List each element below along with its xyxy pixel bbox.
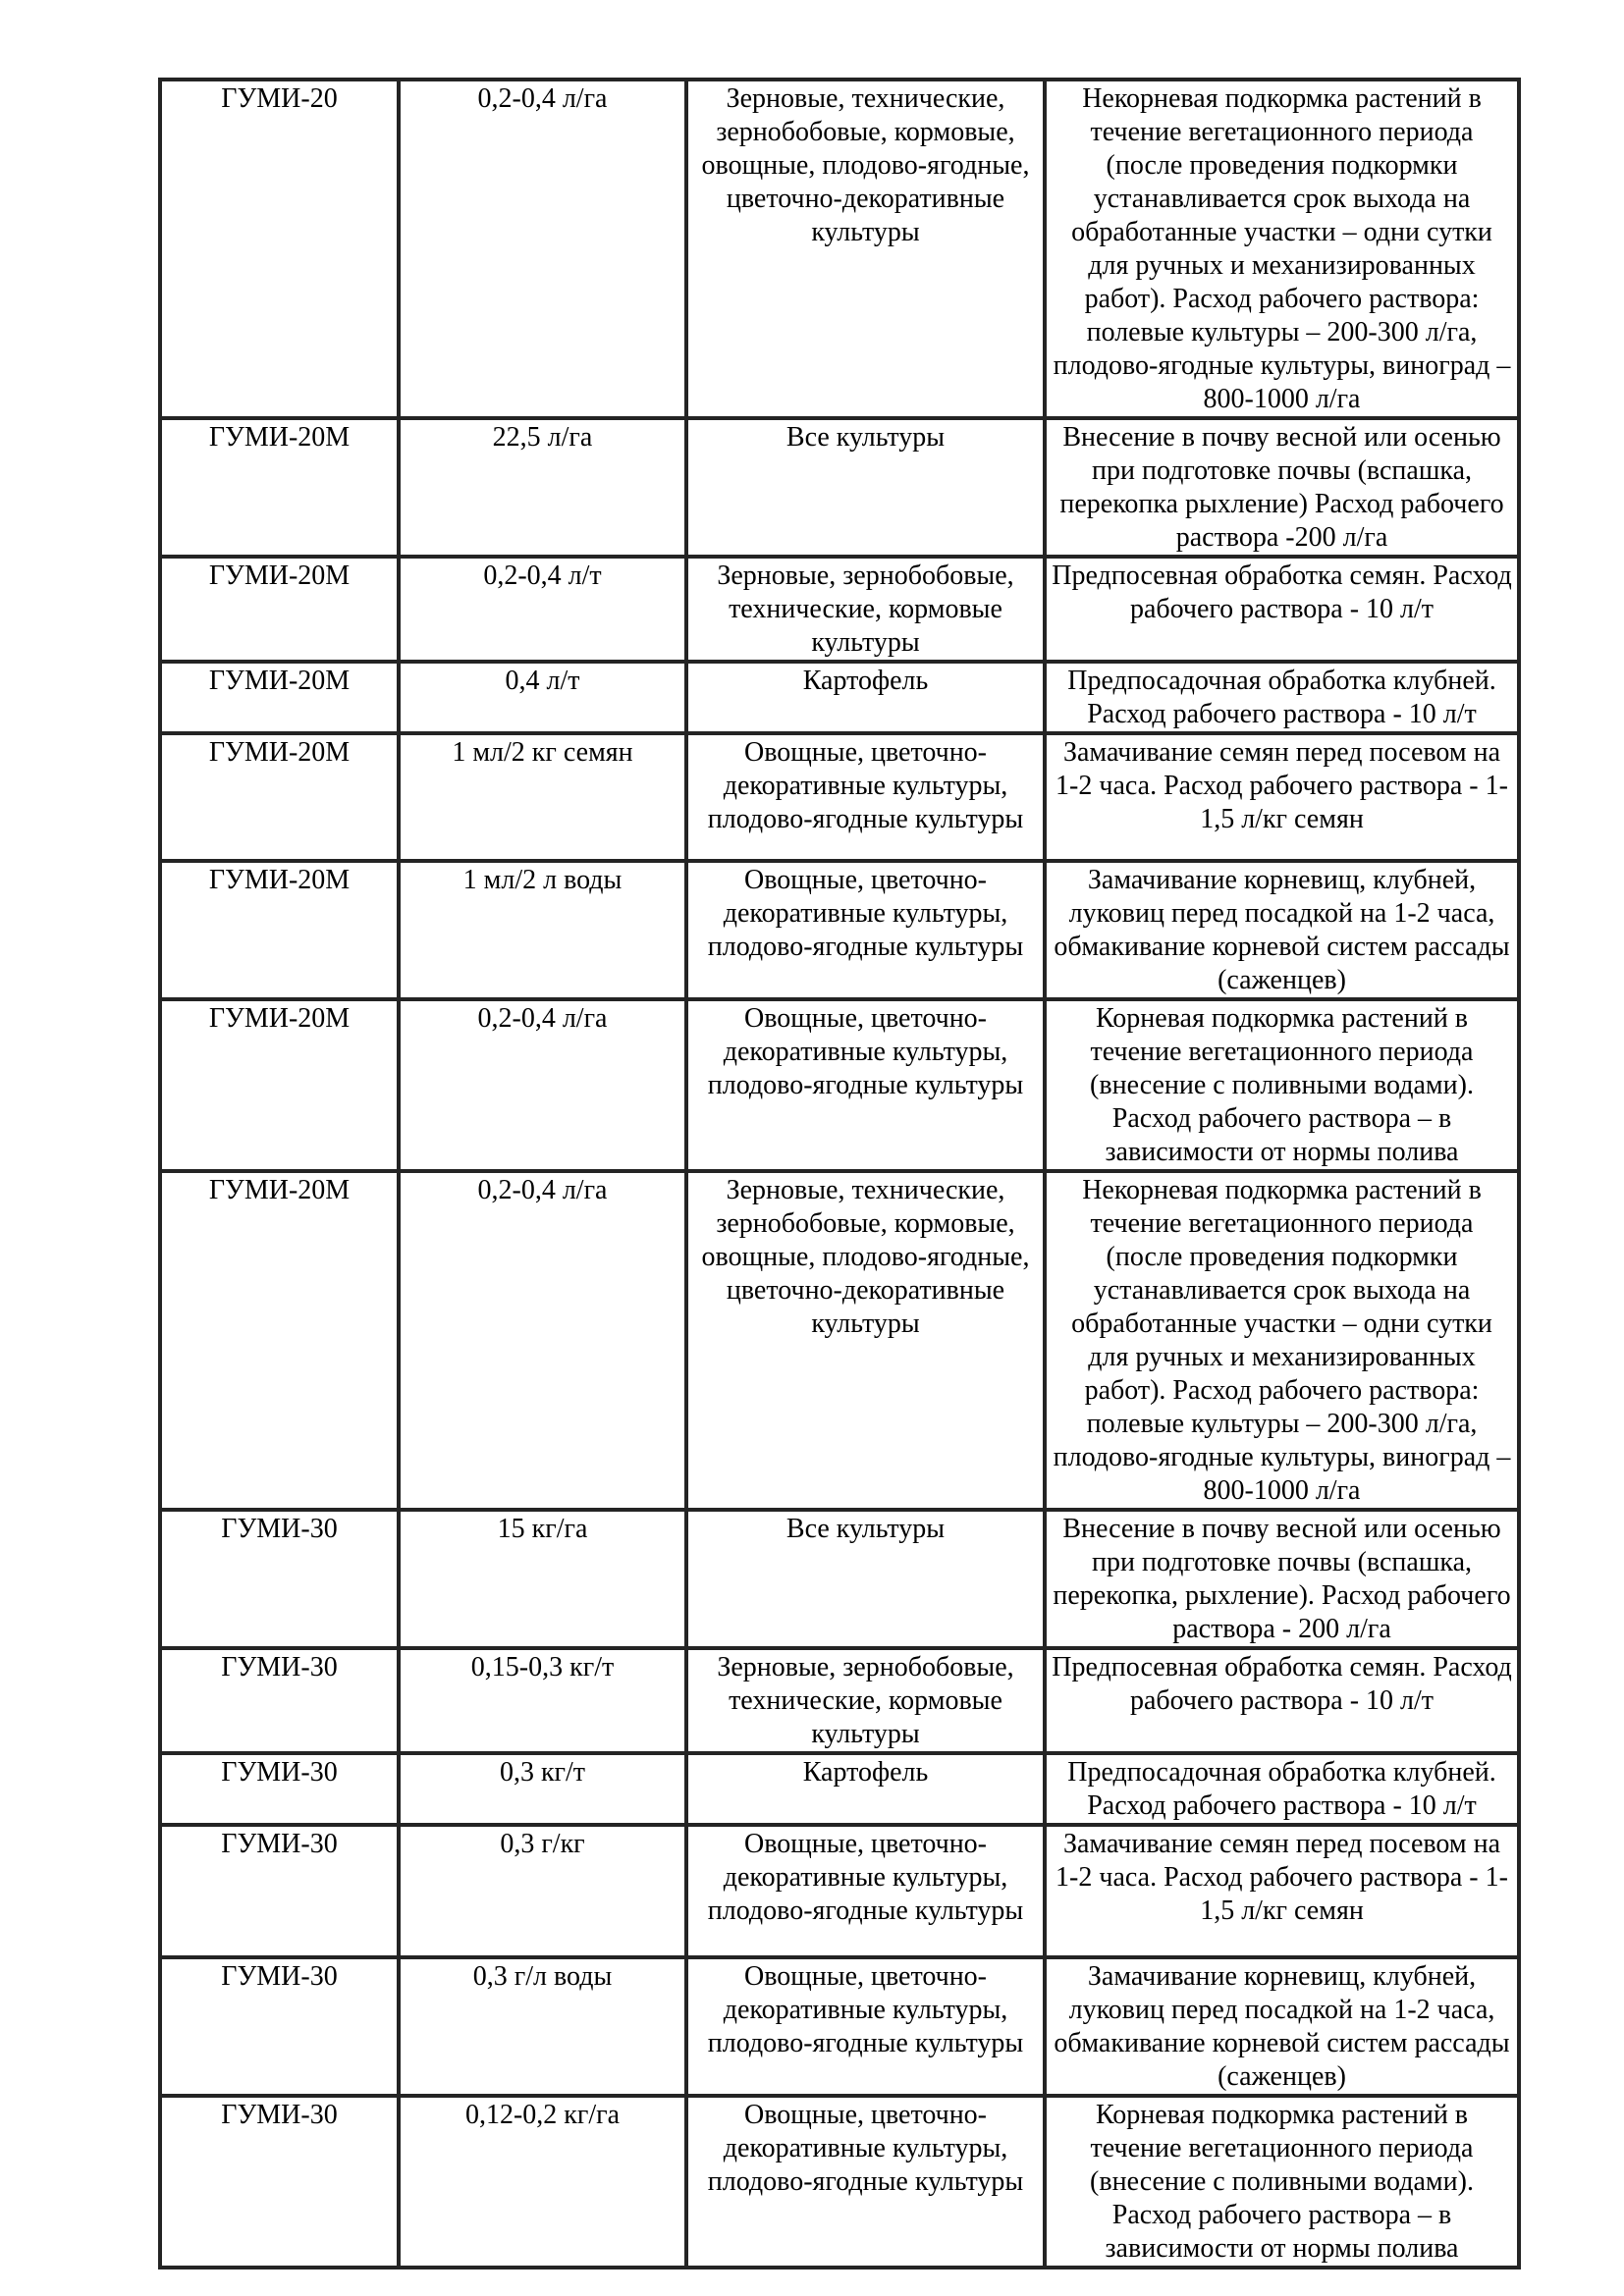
crops-cell: Овощные, цветочно-декоративные культуры,… (684, 859, 1047, 1001)
application-cell: Замачивание корневищ, клубней, луковиц п… (1043, 1955, 1521, 2098)
rate-cell: 0,3 г/кг (397, 1823, 688, 1959)
product-cell: ГУМИ-30 (158, 1646, 401, 1755)
rate-cell: 0,3 г/л воды (397, 1955, 688, 2098)
application-cell: Некорневая подкормка растений в течение … (1043, 1169, 1521, 1512)
application-cell: Предпосевная обработка семян. Расход раб… (1043, 555, 1521, 664)
crops-cell: Овощные, цветочно-декоративные культуры,… (684, 1955, 1047, 2098)
crops-cell: Овощные, цветочно-декоративные культуры,… (684, 731, 1047, 863)
application-rates-table: ГУМИ-20 0,2-0,4 л/га Зерновые, техническ… (158, 78, 1521, 2269)
product-cell: ГУМИ-20 (158, 78, 401, 420)
crops-cell: Овощные, цветочно-декоративные культуры,… (684, 2094, 1047, 2269)
product-cell: ГУМИ-20М (158, 416, 401, 559)
product-cell: ГУМИ-30 (158, 1823, 401, 1959)
table-row: ГУМИ-30 0,3 г/кг Овощные, цветочно-декор… (158, 1823, 1521, 1959)
table-row: ГУМИ-20М 22,5 л/га Все культуры Внесение… (158, 416, 1521, 559)
application-cell: Замачивание семян перед посевом на 1-2 ч… (1043, 731, 1521, 863)
product-cell: ГУМИ-20М (158, 731, 401, 863)
table-row: ГУМИ-20М 0,2-0,4 л/га Зерновые, техничес… (158, 1169, 1521, 1512)
crops-cell: Овощные, цветочно-декоративные культуры,… (684, 997, 1047, 1173)
crops-cell: Овощные, цветочно-декоративные культуры,… (684, 1823, 1047, 1959)
application-cell: Предпосевная обработка семян. Расход раб… (1043, 1646, 1521, 1755)
rate-cell: 0,2-0,4 л/га (397, 78, 688, 420)
product-cell: ГУМИ-20М (158, 1169, 401, 1512)
table-row: ГУМИ-30 0,3 г/л воды Овощные, цветочно-д… (158, 1955, 1521, 2098)
application-cell: Внесение в почву весной или осенью при п… (1043, 416, 1521, 559)
product-cell: ГУМИ-30 (158, 2094, 401, 2269)
crops-cell: Картофель (684, 660, 1047, 735)
table-row: ГУМИ-30 0,15-0,3 кг/т Зерновые, зернобоб… (158, 1646, 1521, 1755)
application-cell: Внесение в почву весной или осенью при п… (1043, 1508, 1521, 1650)
rate-cell: 0,12-0,2 кг/га (397, 2094, 688, 2269)
product-cell: ГУМИ-20М (158, 997, 401, 1173)
application-cell: Корневая подкормка растений в течение ве… (1043, 997, 1521, 1173)
rate-cell: 0,2-0,4 л/га (397, 997, 688, 1173)
product-cell: ГУМИ-20М (158, 859, 401, 1001)
product-cell: ГУМИ-30 (158, 1508, 401, 1650)
application-cell: Предпосадочная обработка клубней. Расход… (1043, 1751, 1521, 1827)
rate-cell: 0,3 кг/т (397, 1751, 688, 1827)
product-cell: ГУМИ-20М (158, 555, 401, 664)
rate-cell: 0,2-0,4 л/га (397, 1169, 688, 1512)
table-row: ГУМИ-20М 0,4 л/т Картофель Предпосадочна… (158, 660, 1521, 735)
crops-cell: Зерновые, технические, зернобобовые, кор… (684, 1169, 1047, 1512)
application-cell: Замачивание семян перед посевом на 1-2 ч… (1043, 1823, 1521, 1959)
application-cell: Корневая подкормка растений в течение ве… (1043, 2094, 1521, 2269)
rate-cell: 0,2-0,4 л/т (397, 555, 688, 664)
rate-cell: 15 кг/га (397, 1508, 688, 1650)
table-row: ГУМИ-30 0,12-0,2 кг/га Овощные, цветочно… (158, 2094, 1521, 2269)
product-cell: ГУМИ-30 (158, 1955, 401, 2098)
application-cell: Предпосадочная обработка клубней. Расход… (1043, 660, 1521, 735)
rate-cell: 1 мл/2 л воды (397, 859, 688, 1001)
crops-cell: Зерновые, технические, зернобобовые, кор… (684, 78, 1047, 420)
table-row: ГУМИ-20М 1 мл/2 кг семян Овощные, цветоч… (158, 731, 1521, 863)
table-row: ГУМИ-20М 0,2-0,4 л/т Зерновые, зернобобо… (158, 555, 1521, 664)
table-row: ГУМИ-30 0,3 кг/т Картофель Предпосадочна… (158, 1751, 1521, 1827)
rate-cell: 22,5 л/га (397, 416, 688, 559)
crops-cell: Все культуры (684, 1508, 1047, 1650)
application-cell: Некорневая подкормка растений в течение … (1043, 78, 1521, 420)
product-cell: ГУМИ-30 (158, 1751, 401, 1827)
rate-cell: 1 мл/2 кг семян (397, 731, 688, 863)
table-row: ГУМИ-20М 0,2-0,4 л/га Овощные, цветочно-… (158, 997, 1521, 1173)
crops-cell: Зерновые, зернобобовые, технические, кор… (684, 555, 1047, 664)
application-cell: Замачивание корневищ, клубней, луковиц п… (1043, 859, 1521, 1001)
rate-cell: 0,15-0,3 кг/т (397, 1646, 688, 1755)
table-row: ГУМИ-20М 1 мл/2 л воды Овощные, цветочно… (158, 859, 1521, 1001)
rate-cell: 0,4 л/т (397, 660, 688, 735)
crops-cell: Зерновые, зернобобовые, технические, кор… (684, 1646, 1047, 1755)
product-cell: ГУМИ-20М (158, 660, 401, 735)
crops-cell: Все культуры (684, 416, 1047, 559)
table-row: ГУМИ-20 0,2-0,4 л/га Зерновые, техническ… (158, 78, 1521, 420)
crops-cell: Картофель (684, 1751, 1047, 1827)
table-row: ГУМИ-30 15 кг/га Все культуры Внесение в… (158, 1508, 1521, 1650)
